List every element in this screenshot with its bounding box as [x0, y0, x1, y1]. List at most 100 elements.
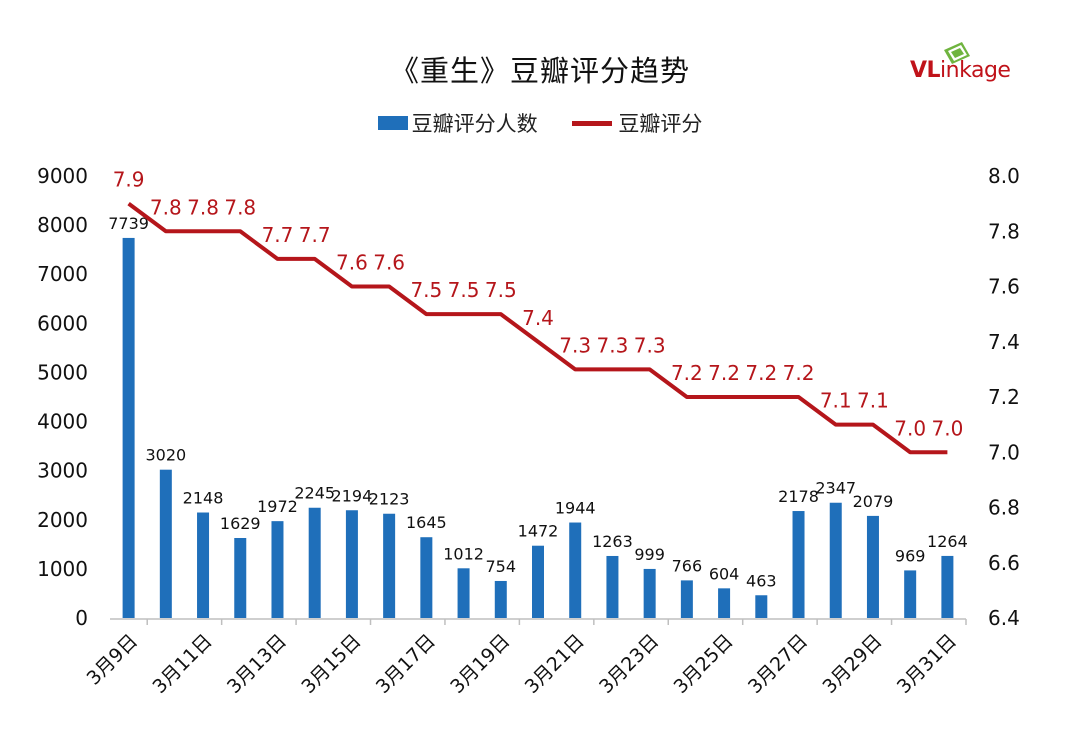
bar	[420, 537, 433, 618]
x-tick-label: 3月29日	[818, 630, 886, 698]
y-right-tick-label: 6.6	[988, 551, 1020, 575]
y-right-tick-label: 7.4	[988, 330, 1020, 354]
bar	[941, 555, 954, 618]
line-data-label: 7.5	[485, 278, 517, 302]
bar	[271, 521, 284, 618]
y-right-tick-label: 7.8	[988, 219, 1020, 243]
logo-text: VLinkage	[910, 58, 1011, 83]
bar	[569, 522, 582, 618]
bar-data-label: 1629	[220, 514, 261, 533]
line-data-label: 7.3	[597, 333, 629, 357]
line-data-label: 7.8	[224, 195, 256, 219]
bar	[606, 555, 619, 618]
bar-data-label: 1645	[406, 513, 447, 532]
chart-title: 《重生》豆瓣评分趋势	[389, 54, 690, 88]
y-left-tick-label: 4000	[37, 410, 88, 434]
bar-data-label: 1012	[443, 544, 484, 563]
bar	[383, 513, 396, 618]
x-tick-label: 3月11日	[149, 630, 217, 698]
y-left-tick-label: 6000	[37, 311, 88, 335]
x-tick-label: 3月31日	[893, 630, 961, 698]
bar	[308, 507, 321, 618]
line-data-label: 7.2	[783, 361, 815, 385]
bar-data-label: 766	[672, 556, 703, 575]
bar-data-label: 754	[486, 557, 517, 576]
x-tick-label: 3月13日	[223, 630, 291, 698]
bar	[792, 511, 805, 618]
x-tick-label: 3月27日	[744, 630, 812, 698]
rating-line	[127, 202, 948, 455]
bar-data-label: 2148	[183, 489, 224, 508]
y-right-tick-label: 8.0	[988, 164, 1020, 188]
line-data-label: 7.6	[336, 251, 368, 275]
line-data-label: 7.0	[931, 416, 963, 440]
bar-data-label: 7739	[108, 214, 149, 233]
line-data-label: 7.7	[299, 223, 331, 247]
y-left-tick-label: 2000	[37, 508, 88, 532]
bar-data-label: 3020	[145, 446, 186, 465]
bar-data-label: 1264	[927, 532, 968, 551]
bar-data-label: 999	[634, 545, 665, 564]
line-data-label: 7.2	[708, 361, 740, 385]
line-data-label: 7.8	[187, 195, 219, 219]
legend-item-line: 豆瓣评分	[572, 108, 702, 138]
bar	[234, 537, 247, 618]
bar	[159, 469, 172, 618]
y-right-tick-label: 7.0	[988, 440, 1020, 464]
bar	[494, 580, 507, 618]
y-right-tick-label: 7.2	[988, 385, 1020, 409]
line-data-label: 7.5	[448, 278, 480, 302]
bar-data-label: 2245	[294, 484, 335, 503]
bar	[122, 237, 135, 618]
y-left-tick-label: 1000	[37, 557, 88, 581]
y-right-tick-label: 6.8	[988, 496, 1020, 520]
y-left-tick-label: 3000	[37, 459, 88, 483]
line-data-label: 7.2	[745, 361, 777, 385]
line-data-label: 7.6	[373, 251, 405, 275]
bar	[755, 595, 768, 618]
line-data-label: 7.0	[894, 416, 926, 440]
legend-label-bars: 豆瓣评分人数	[411, 112, 538, 136]
line-data-label: 7.1	[820, 389, 852, 413]
legend-swatch-line	[572, 120, 613, 126]
line-data-label: 7.4	[522, 306, 554, 330]
bar-data-label: 2347	[815, 479, 856, 498]
legend-item-bars: 豆瓣评分人数	[377, 108, 538, 138]
line-data-label: 7.7	[262, 223, 294, 247]
x-tick-label: 3月17日	[372, 630, 440, 698]
vlinkage-logo: VLinkage	[910, 40, 1040, 90]
legend-swatch-bars	[377, 116, 408, 130]
bar-data-label: 1472	[518, 522, 559, 541]
bar	[532, 545, 544, 618]
chart-legend: 豆瓣评分人数 豆瓣评分	[0, 108, 1080, 138]
line-data-label: 7.9	[113, 168, 145, 192]
bar-data-label: 604	[709, 564, 740, 583]
line-data-label: 7.5	[410, 278, 442, 302]
x-tick-label: 3月9日	[83, 630, 143, 690]
x-tick-label: 3月15日	[297, 630, 365, 698]
bar-data-label: 1972	[257, 497, 298, 516]
bar-data-label: 2178	[778, 487, 819, 506]
y-right-tick-label: 7.6	[988, 275, 1020, 299]
bar	[197, 512, 210, 618]
x-tick-label: 3月25日	[670, 630, 738, 698]
y-left-tick-label: 8000	[37, 213, 88, 237]
bar	[680, 580, 693, 618]
vlinkage-logo-icon	[944, 42, 970, 64]
y-left-tick-label: 5000	[37, 360, 88, 384]
y-left-tick-label: 9000	[37, 164, 88, 188]
bar	[718, 588, 731, 618]
line-data-label: 7.3	[634, 333, 666, 357]
line-data-label: 7.1	[857, 389, 889, 413]
bar-data-label: 2123	[369, 490, 410, 509]
bar-data-label: 2079	[853, 492, 894, 511]
bar	[457, 568, 470, 618]
x-tick-label: 3月23日	[595, 630, 663, 698]
bar-data-label: 969	[895, 546, 926, 565]
legend-label-line: 豆瓣评分	[618, 112, 703, 136]
y-right-tick-label: 6.4	[988, 606, 1020, 630]
line-data-label: 7.2	[671, 361, 703, 385]
bar	[829, 502, 842, 618]
bar-data-label: 463	[746, 571, 777, 590]
